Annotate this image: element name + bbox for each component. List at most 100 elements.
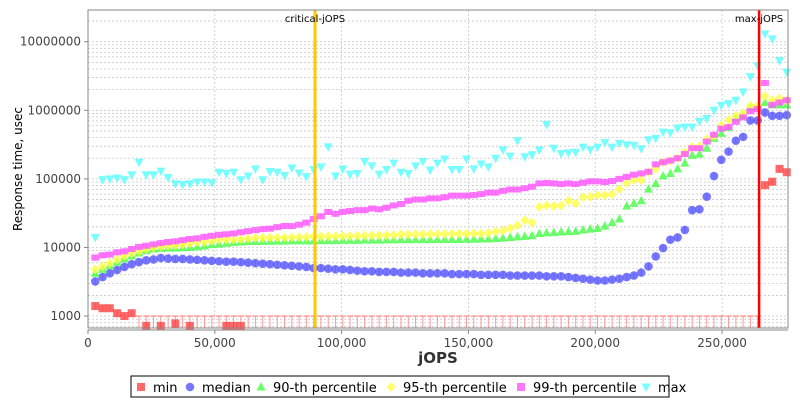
data-point bbox=[731, 110, 741, 121]
data-point bbox=[556, 227, 566, 236]
critical-jops-label: critical-jOPS bbox=[285, 14, 345, 25]
data-point bbox=[483, 163, 493, 172]
data-point bbox=[367, 162, 377, 171]
data-point bbox=[578, 143, 588, 153]
data-point bbox=[323, 231, 333, 242]
series-99-th-percentile bbox=[91, 80, 791, 261]
data-point bbox=[483, 228, 493, 239]
data-point bbox=[534, 201, 544, 212]
data-point bbox=[745, 73, 755, 82]
legend-label: 99-th percentile bbox=[533, 381, 637, 396]
legend-item: min bbox=[137, 381, 178, 396]
data-point bbox=[498, 225, 508, 236]
data-point bbox=[462, 228, 472, 239]
data-point bbox=[593, 190, 603, 201]
data-point bbox=[614, 184, 624, 195]
data-point bbox=[258, 176, 268, 185]
data-point bbox=[236, 176, 246, 185]
data-point bbox=[491, 233, 501, 243]
data-point bbox=[694, 149, 704, 158]
annotations: critical-jOPS max-jOPS bbox=[285, 10, 783, 328]
data-point bbox=[127, 171, 137, 180]
legend-box bbox=[130, 375, 670, 398]
data-point bbox=[614, 214, 624, 223]
data-point bbox=[665, 168, 675, 177]
data-point bbox=[563, 195, 573, 206]
data-point bbox=[622, 201, 632, 210]
data-point bbox=[454, 166, 464, 175]
data-point bbox=[214, 168, 224, 178]
data-point bbox=[512, 137, 522, 146]
data-point bbox=[593, 223, 603, 232]
legend-label: max bbox=[658, 381, 687, 396]
data-point bbox=[724, 115, 734, 126]
plot-area bbox=[88, 10, 788, 328]
data-point bbox=[440, 155, 450, 164]
data-point bbox=[432, 159, 442, 169]
data-point bbox=[229, 168, 239, 178]
data-point bbox=[265, 168, 275, 177]
data-point bbox=[716, 101, 726, 111]
data-point bbox=[418, 229, 428, 240]
data-point bbox=[614, 139, 624, 149]
data-point bbox=[185, 180, 195, 189]
data-point bbox=[280, 172, 290, 181]
data-point bbox=[90, 233, 100, 243]
data-point bbox=[243, 233, 253, 244]
data-point bbox=[250, 232, 260, 243]
data-point bbox=[505, 232, 515, 241]
x-tick-label: 200,000 bbox=[570, 336, 620, 350]
data-point bbox=[425, 229, 435, 240]
max-jops-label: max-jOPS bbox=[735, 14, 783, 25]
data-point bbox=[643, 184, 653, 193]
data-point bbox=[600, 138, 610, 148]
data-point bbox=[527, 217, 537, 228]
data-point bbox=[680, 123, 690, 133]
data-point bbox=[578, 192, 588, 203]
data-point bbox=[651, 178, 661, 188]
data-point bbox=[585, 191, 595, 202]
data-point bbox=[505, 223, 515, 234]
data-point bbox=[381, 230, 391, 241]
data-point bbox=[403, 229, 413, 240]
data-point bbox=[643, 136, 653, 145]
data-point bbox=[316, 163, 326, 172]
data-point bbox=[272, 232, 282, 243]
data-point bbox=[323, 143, 333, 152]
data-point bbox=[476, 228, 486, 239]
data-point bbox=[301, 173, 311, 182]
data-point bbox=[527, 230, 537, 240]
series-median bbox=[90, 108, 792, 286]
data-point bbox=[301, 232, 311, 243]
data-point bbox=[673, 124, 683, 134]
data-point bbox=[665, 129, 675, 138]
data-point bbox=[360, 157, 370, 167]
data-point bbox=[673, 163, 683, 173]
y-tick-label: 1000000 bbox=[28, 103, 81, 117]
data-point bbox=[563, 149, 573, 158]
data-point bbox=[483, 233, 493, 243]
data-point bbox=[178, 180, 188, 190]
data-point bbox=[98, 176, 108, 185]
legend-item: 99-th percentile bbox=[517, 381, 637, 396]
data-point bbox=[272, 168, 282, 178]
legend-marker-icon bbox=[517, 383, 525, 391]
legend-marker-icon bbox=[185, 382, 195, 392]
series-layer bbox=[90, 30, 792, 330]
data-point bbox=[549, 227, 559, 237]
data-point bbox=[396, 229, 406, 240]
data-point bbox=[658, 171, 668, 180]
plot-border bbox=[87, 9, 789, 329]
data-point bbox=[134, 158, 144, 168]
data-point bbox=[141, 171, 151, 180]
data-point bbox=[571, 198, 581, 209]
data-point bbox=[520, 215, 530, 226]
x-tick-label: 150,000 bbox=[444, 336, 494, 350]
data-point bbox=[636, 145, 646, 154]
data-point bbox=[294, 169, 304, 178]
data-point bbox=[607, 217, 617, 227]
data-point bbox=[432, 229, 442, 240]
legend-label: median bbox=[202, 381, 251, 396]
data-point bbox=[403, 169, 413, 179]
